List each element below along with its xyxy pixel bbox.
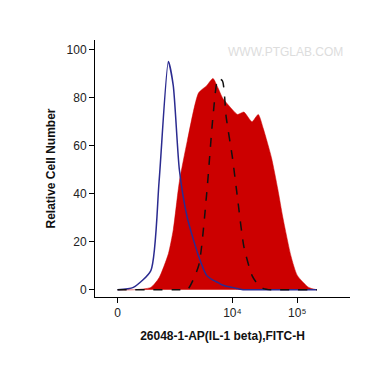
svg-text:60: 60 [73, 139, 87, 153]
svg-text:0: 0 [114, 306, 121, 320]
svg-text:10⁵: 10⁵ [288, 306, 306, 320]
svg-text:0: 0 [80, 283, 87, 297]
svg-text:10⁴: 10⁴ [223, 306, 242, 320]
svg-text:100: 100 [67, 43, 87, 57]
svg-text:Relative Cell Number: Relative Cell Number [44, 108, 58, 228]
svg-text:WWW.PTGLAB.COM: WWW.PTGLAB.COM [228, 45, 343, 59]
svg-text:20: 20 [73, 235, 87, 249]
svg-text:26048-1-AP(IL-1 beta),FITC-H: 26048-1-AP(IL-1 beta),FITC-H [140, 329, 305, 343]
svg-text:40: 40 [73, 187, 87, 201]
svg-text:80: 80 [73, 91, 87, 105]
